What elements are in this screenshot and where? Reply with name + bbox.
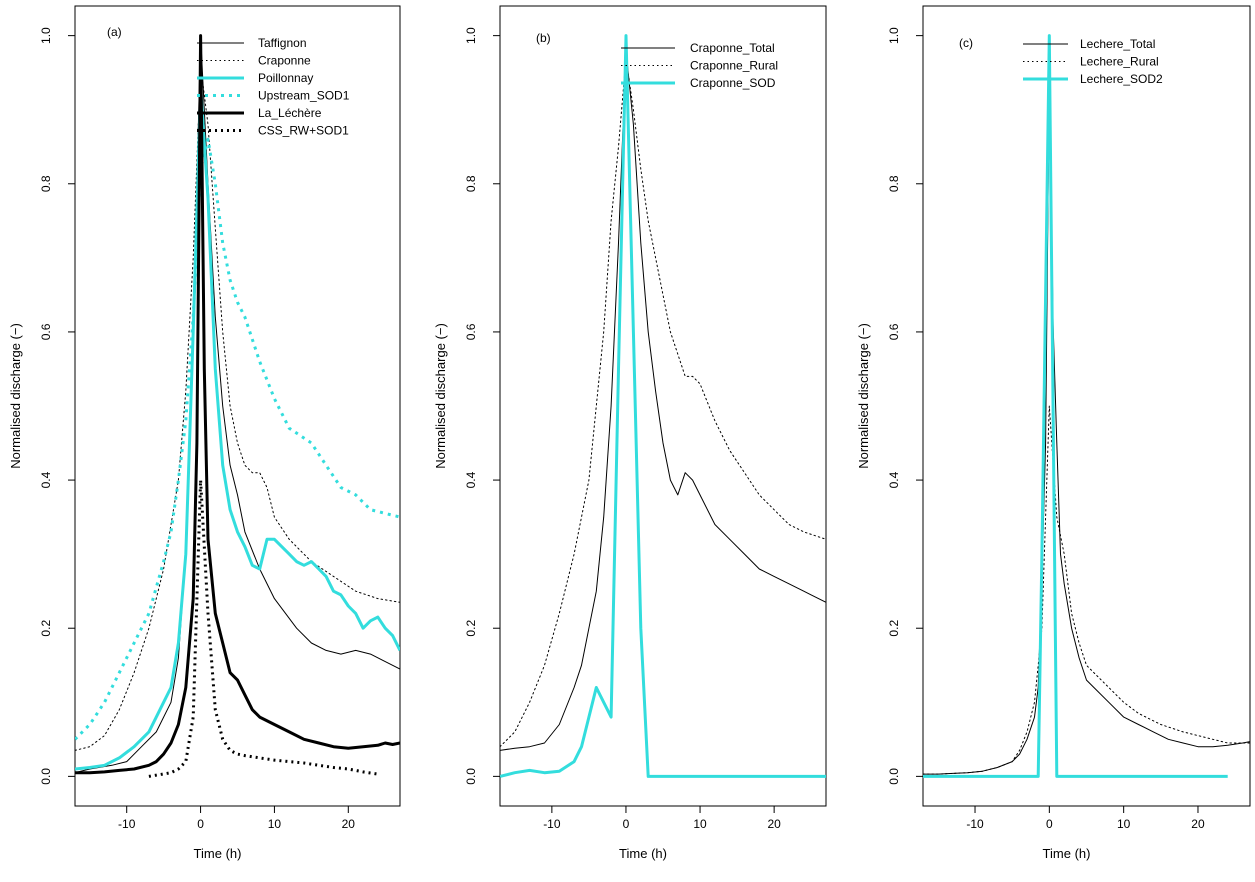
x-tick-label: -10 <box>966 817 984 831</box>
series-group <box>75 34 400 778</box>
legend: Lechere_Total Lechere_Rural Lechere_SOD2 <box>1023 37 1163 86</box>
x-axis-title: Time (h) <box>194 846 242 861</box>
x-tick-label: 0 <box>197 817 204 831</box>
y-axis-title: Normalised discharge (−) <box>8 323 23 469</box>
x-axis-title: Time (h) <box>1043 846 1091 861</box>
series-line-lechere-rural <box>923 405 1250 775</box>
y-tick-label: 1.0 <box>887 27 901 44</box>
legend-label: Lechere_Rural <box>1080 55 1159 69</box>
series-line-taffignon <box>75 35 400 774</box>
x-tick-label: 0 <box>1046 817 1053 831</box>
panel-c: -10 0 10 20 0.0 0.2 0.4 0.6 0.8 1.0 Time (h) Normal… <box>856 5 1251 861</box>
series-line-craponne-sod <box>500 34 826 778</box>
series-line-la-l-ch-re <box>75 34 400 775</box>
legend-label: Poillonnay <box>258 71 313 85</box>
series-group <box>500 34 826 778</box>
panel-tag: (b) <box>536 31 551 45</box>
plot-frame <box>74 5 401 807</box>
series-line-upstream-sod1 <box>75 137 400 741</box>
x-tick-label: 20 <box>1191 817 1205 831</box>
legend-label: Lechere_SOD2 <box>1080 72 1163 86</box>
legend-label: Craponne_Rural <box>690 59 778 73</box>
y-axis-title: Normalised discharge (−) <box>856 323 871 469</box>
y-tick-label: 0.8 <box>464 175 478 192</box>
x-tick-label: 0 <box>623 817 630 831</box>
series-line-css-rw-sod1 <box>148 478 379 778</box>
y-tick-label: 0.6 <box>39 323 53 340</box>
legend-label: Upstream_SOD1 <box>258 89 350 103</box>
panel-a: -10 0 10 20 0.0 0.2 0.4 0.6 0.8 1.0 Time (h) Normal… <box>8 5 401 861</box>
y-tick-label: 0.0 <box>464 768 478 785</box>
legend-label: Lechere_Total <box>1080 37 1155 51</box>
series-line-lechere-total <box>923 72 1250 775</box>
y-tick-label: 0.2 <box>887 620 901 637</box>
legend-label: Craponne_Total <box>690 41 775 55</box>
y-axis-title: Normalised discharge (−) <box>433 323 448 469</box>
series-group <box>923 34 1250 778</box>
x-tick-label: 10 <box>268 817 282 831</box>
legend-label: Craponne_SOD <box>690 76 776 90</box>
panel-tag: (c) <box>959 36 973 50</box>
series-line-poillonnay <box>75 86 400 771</box>
legend-label: Taffignon <box>258 36 307 50</box>
y-tick-label: 0.0 <box>887 768 901 785</box>
legend: Taffignon Craponne Poillonnay Upstream_SOD1… <box>197 36 350 138</box>
legend-label: CSS_RW+SOD1 <box>258 124 349 138</box>
y-tick-label: 1.0 <box>464 27 478 44</box>
y-tick-label: 0.4 <box>887 471 901 488</box>
y-tick-label: 0.0 <box>39 768 53 785</box>
y-tick-label: 0.6 <box>887 323 901 340</box>
legend: Craponne_Total Craponne_Rural Craponne_SOD <box>621 41 778 90</box>
plot-frame <box>922 5 1251 807</box>
x-tick-label: 10 <box>693 817 707 831</box>
y-tick-label: 0.4 <box>464 471 478 488</box>
x-tick-label: 20 <box>342 817 356 831</box>
y-tick-label: 1.0 <box>39 27 53 44</box>
legend-label: La_Léchère <box>258 106 322 120</box>
panel-b: -10 0 10 20 0.0 0.2 0.4 0.6 0.8 1.0 Time (h) Normal… <box>433 5 827 861</box>
legend-label: Craponne <box>258 54 311 68</box>
plot-frame <box>499 5 827 807</box>
x-tick-label: 20 <box>767 817 781 831</box>
y-tick-label: 0.4 <box>39 471 53 488</box>
x-axis-title: Time (h) <box>619 846 667 861</box>
y-tick-label: 0.2 <box>464 620 478 637</box>
x-tick-label: -10 <box>118 817 136 831</box>
series-line-lechere-sod2 <box>923 34 1228 778</box>
y-tick-label: 0.6 <box>464 323 478 340</box>
series-line-craponne <box>75 64 400 751</box>
x-tick-label: -10 <box>543 817 561 831</box>
series-line-craponne-total <box>500 49 826 751</box>
x-tick-label: 10 <box>1117 817 1131 831</box>
y-tick-label: 0.8 <box>887 175 901 192</box>
series-line-craponne-rural <box>500 57 826 748</box>
panel-tag: (a) <box>107 25 122 39</box>
y-tick-label: 0.8 <box>39 175 53 192</box>
y-tick-label: 0.2 <box>39 620 53 637</box>
